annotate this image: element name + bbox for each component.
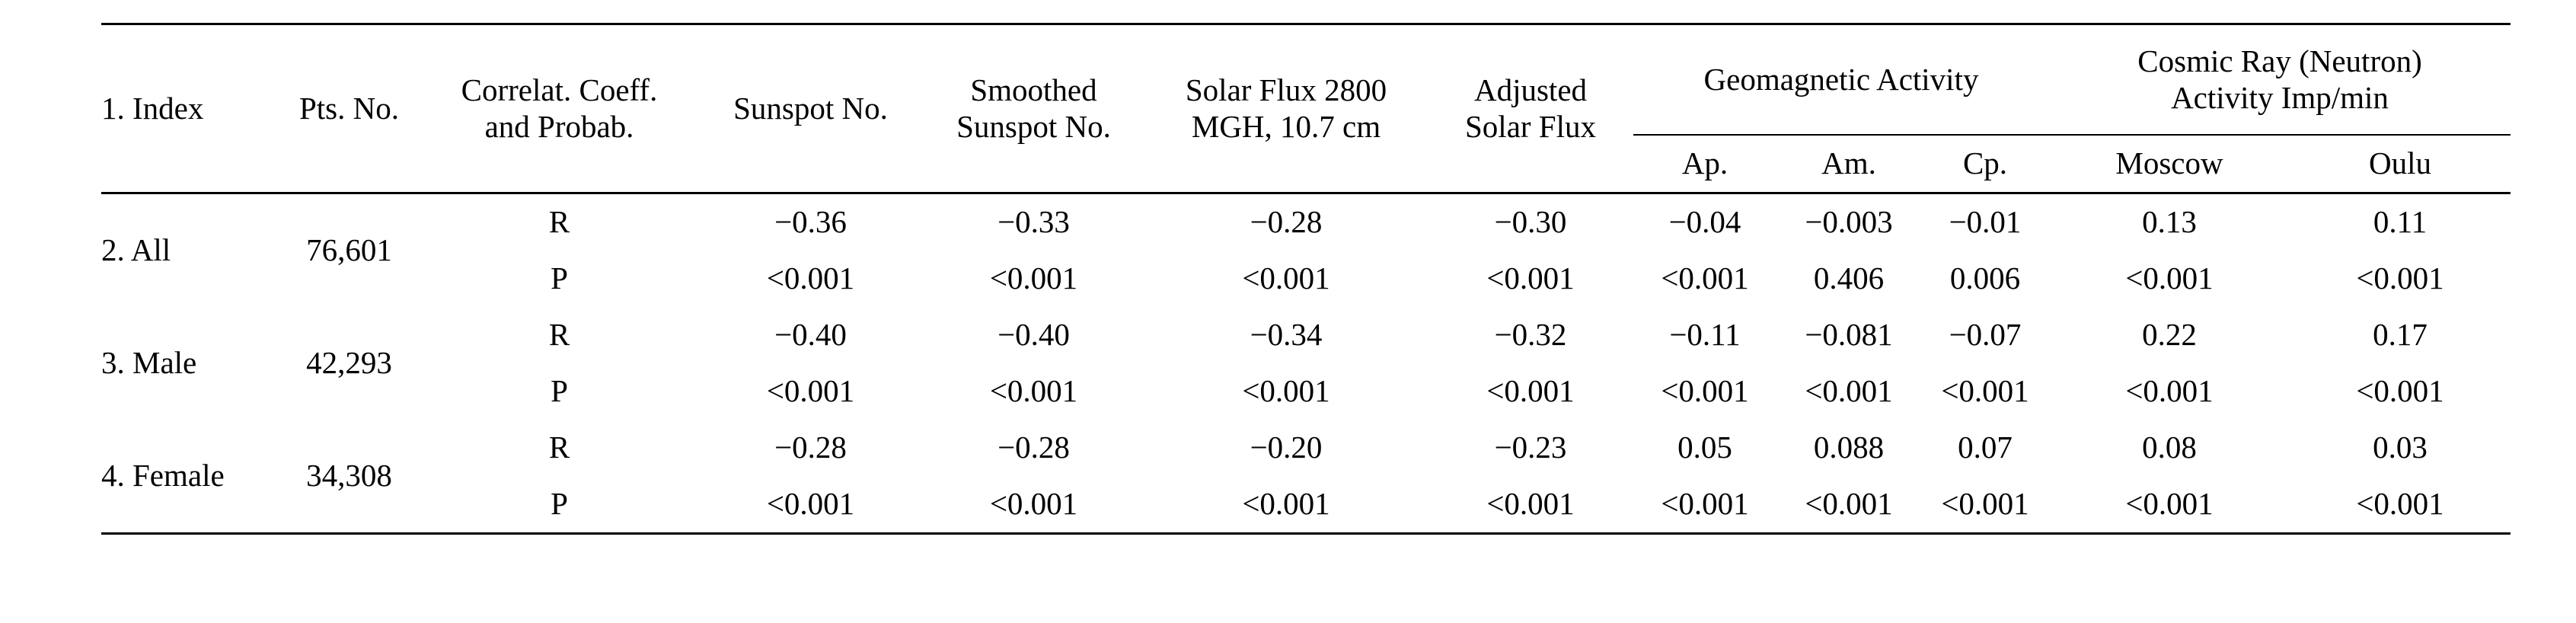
row-group-pts: 34,308 bbox=[278, 420, 420, 535]
table-cell: <0.001 bbox=[1921, 476, 2049, 535]
table-cell: <0.001 bbox=[1633, 476, 1776, 535]
table-cell: 0.03 bbox=[2373, 430, 2428, 465]
table-cell: <0.001 bbox=[1486, 373, 1575, 409]
header-adjusted-line1: Adjusted bbox=[1473, 72, 1588, 108]
header-smoothed-line1: Smoothed bbox=[970, 72, 1097, 108]
table-cell: −0.20 bbox=[1250, 430, 1323, 465]
table-cell: −0.33 bbox=[998, 204, 1070, 240]
table-cell: −0.003 bbox=[1805, 204, 1893, 240]
header-correlation-line2: and Probab. bbox=[484, 108, 634, 144]
table-row: P <0.001 <0.001 <0.001 <0.001 <0.001 <0.001 <0.… bbox=[101, 476, 2511, 535]
table-cell: 0.13 bbox=[2142, 204, 2197, 240]
table-row: P <0.001 <0.001 <0.001 <0.001 <0.001 0.406 0.00… bbox=[101, 251, 2511, 307]
table-cell: −0.28 bbox=[774, 430, 847, 465]
header-solar-flux: Solar Flux 2800 MGH, 10.7 cm bbox=[1144, 23, 1428, 194]
table-cell: −0.40 bbox=[774, 317, 847, 353]
table-cell: <0.001 bbox=[2356, 260, 2444, 296]
table-cell: −0.30 bbox=[1494, 204, 1567, 240]
row-group-label: 2. All bbox=[101, 232, 171, 268]
header-cosmic-ray: Cosmic Ray (Neutron) Activity Imp/min bbox=[2049, 23, 2511, 135]
table-cell: <0.001 bbox=[766, 373, 855, 409]
table-cell: −0.04 bbox=[1668, 204, 1741, 240]
table-cell: <0.001 bbox=[1776, 476, 1921, 535]
table-cell: <0.001 bbox=[2290, 476, 2511, 535]
table-cell: −0.28 bbox=[998, 430, 1070, 465]
header-pts-text: Pts. No. bbox=[298, 90, 399, 126]
header-correlation: Correlat. Coeff. and Probab. bbox=[420, 23, 698, 194]
table-cell: <0.001 bbox=[1661, 260, 1749, 296]
table-cell: 0.07 bbox=[1958, 430, 2013, 465]
stat-label: P bbox=[420, 476, 698, 535]
header-am: Am. bbox=[1776, 134, 1921, 194]
header-oulu: Oulu bbox=[2290, 134, 2511, 194]
table-cell: <0.001 bbox=[2125, 373, 2214, 409]
header-smoothed-sunspot: Smoothed Sunspot No. bbox=[923, 23, 1144, 194]
table-cell: <0.001 bbox=[989, 260, 1078, 296]
table-cell: −0.40 bbox=[998, 317, 1070, 353]
table-row: 2. All 76,601 R −0.36 −0.33 −0.28 −0.30 −0.04 −0… bbox=[101, 193, 2511, 267]
stat-label: R bbox=[548, 317, 570, 353]
header-cosmic-line1: Cosmic Ray (Neutron) bbox=[2137, 43, 2422, 79]
header-adjusted-solar-flux: Adjusted Solar Flux bbox=[1428, 23, 1633, 194]
table-cell: <0.001 bbox=[1242, 260, 1330, 296]
row-group-pts: 76,601 bbox=[306, 232, 392, 268]
table-body: 2. All 76,601 R −0.36 −0.33 −0.28 −0.30 −0.04 −0… bbox=[101, 193, 2511, 535]
header-correlation-line1: Correlat. Coeff. bbox=[461, 72, 658, 108]
table-cell: 0.11 bbox=[2373, 204, 2428, 240]
table-cell: −0.32 bbox=[1494, 317, 1567, 353]
table-cell: <0.001 bbox=[989, 373, 1078, 409]
table-cell: −0.28 bbox=[1250, 204, 1323, 240]
stat-label: P bbox=[551, 260, 568, 296]
header-sunspot: Sunspot No. bbox=[698, 23, 923, 194]
header-smoothed-line2: Sunspot No. bbox=[956, 108, 1111, 144]
header-pts: Pts. No. bbox=[278, 23, 420, 194]
stat-label: P bbox=[551, 373, 568, 409]
table-cell: 0.088 bbox=[1813, 430, 1885, 465]
table-cell: <0.001 bbox=[923, 476, 1144, 535]
header-index: 1. Index bbox=[101, 23, 278, 194]
stat-label: R bbox=[548, 430, 570, 465]
table-cell: <0.001 bbox=[1486, 260, 1575, 296]
table-cell: <0.001 bbox=[1941, 373, 2029, 409]
table-row: 3. Male 42,293 R −0.40 −0.40 −0.34 −0.32 −0.11 −… bbox=[101, 307, 2511, 380]
row-group-label: 4. Female bbox=[101, 420, 278, 535]
table-cell: −0.23 bbox=[1494, 430, 1567, 465]
table-cell: <0.001 bbox=[1428, 476, 1633, 535]
header-cosmic-line2: Activity Imp/min bbox=[2171, 79, 2389, 115]
header-moscow: Moscow bbox=[2049, 134, 2290, 194]
table-row: P <0.001 <0.001 <0.001 <0.001 <0.001 <0.001 <0.… bbox=[101, 363, 2511, 420]
table-cell: <0.001 bbox=[2049, 476, 2290, 535]
table-cell: 0.22 bbox=[2142, 317, 2197, 353]
table-cell: <0.001 bbox=[1805, 373, 1893, 409]
row-group-label: 3. Male bbox=[101, 345, 197, 381]
table-cell: −0.07 bbox=[1949, 317, 2022, 353]
table-cell: <0.001 bbox=[1144, 476, 1428, 535]
header-solarflux-line1: Solar Flux 2800 bbox=[1185, 72, 1387, 108]
row-group-pts: 42,293 bbox=[306, 345, 392, 381]
table-cell: −0.36 bbox=[774, 204, 847, 240]
correlation-table: 1. Index Pts. No. Correlat. Coeff. and P… bbox=[101, 23, 2511, 535]
table-cell: <0.001 bbox=[1242, 373, 1330, 409]
header-ap: Ap. bbox=[1633, 134, 1776, 194]
table-cell: −0.11 bbox=[1669, 317, 1741, 353]
table-cell: 0.406 bbox=[1813, 260, 1885, 296]
table-cell: <0.001 bbox=[766, 260, 855, 296]
header-adjusted-line2: Solar Flux bbox=[1465, 108, 1596, 144]
table-cell: <0.001 bbox=[1661, 373, 1749, 409]
table-cell: 0.05 bbox=[1677, 430, 1732, 465]
table-cell: 0.006 bbox=[1949, 260, 2021, 296]
table-cell: −0.34 bbox=[1250, 317, 1323, 353]
table-cell: −0.081 bbox=[1805, 317, 1893, 353]
table-cell: −0.01 bbox=[1949, 204, 2022, 240]
table-cell: 0.08 bbox=[2142, 430, 2197, 465]
table-row: 4. Female 34,308 R −0.28 −0.28 −0.20 −0.23 0.05… bbox=[101, 420, 2511, 535]
table-cell: <0.001 bbox=[698, 476, 923, 535]
table-cell: <0.001 bbox=[2125, 260, 2214, 296]
header-cp: Cp. bbox=[1921, 134, 2049, 194]
table-cell: <0.001 bbox=[2356, 373, 2444, 409]
table-cell: 0.17 bbox=[2373, 317, 2428, 353]
header-solarflux-line2: MGH, 10.7 cm bbox=[1191, 108, 1381, 144]
stat-label: R bbox=[548, 204, 570, 240]
header-geomagnetic-activity: Geomagnetic Activity bbox=[1633, 23, 2049, 135]
